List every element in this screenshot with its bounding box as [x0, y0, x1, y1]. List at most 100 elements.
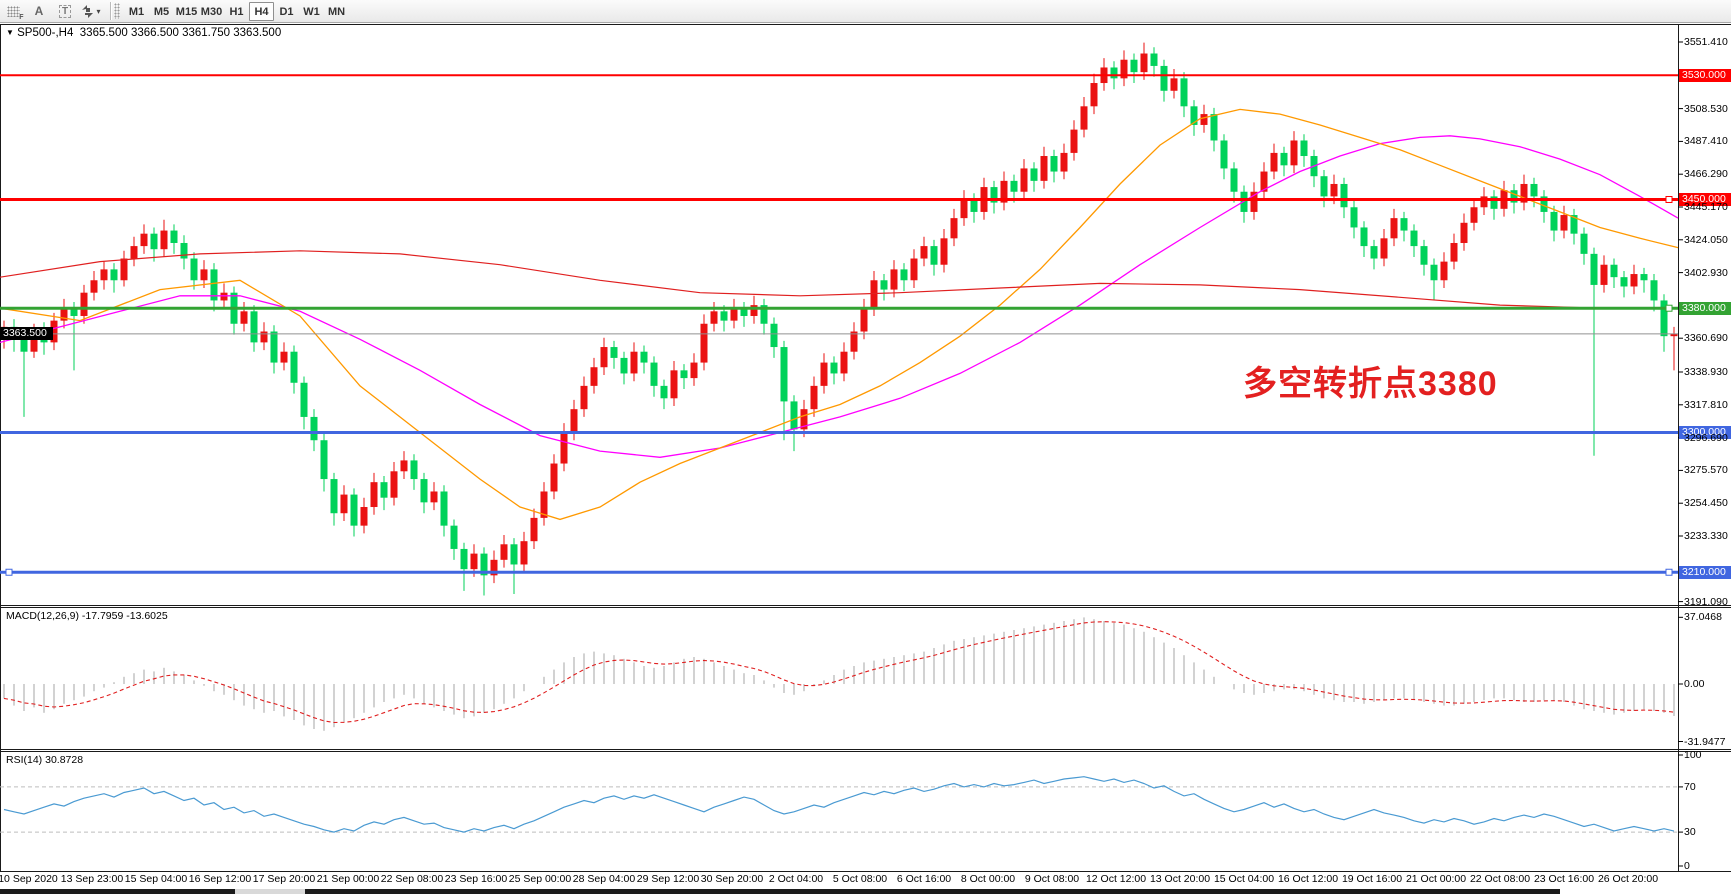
macd-axis-label: 0.00 — [1684, 678, 1705, 690]
candle-body — [170, 230, 178, 243]
candle-body — [430, 491, 438, 503]
indicator-grid-glyph: F — [6, 5, 24, 21]
date-axis-label: 10 Sep 2020 — [0, 873, 58, 885]
candle-body — [1580, 233, 1588, 254]
candle-body — [920, 246, 928, 259]
candle-body — [1660, 300, 1668, 337]
candle-body — [1270, 152, 1278, 172]
candle-body — [350, 494, 358, 526]
timeframe-button-mn[interactable]: MN — [327, 5, 346, 18]
date-axis-label: 16 Sep 12:00 — [188, 873, 252, 885]
candle-body — [960, 199, 968, 219]
date-axis-label: 19 Oct 16:00 — [1341, 873, 1403, 885]
timeframe-button-m1[interactable]: M1 — [128, 5, 145, 18]
text-label-icon[interactable]: A — [26, 1, 52, 21]
candle-body — [240, 311, 248, 324]
price-tick-label: 3551.410 — [1684, 36, 1728, 48]
candle-body — [890, 269, 898, 290]
candle-body — [1610, 264, 1618, 278]
timeframe-button-m5[interactable]: M5 — [153, 5, 170, 18]
hline-handle[interactable] — [1665, 195, 1673, 203]
hline-handle[interactable] — [1665, 304, 1673, 312]
candle-body — [1630, 274, 1638, 287]
candle-body — [1540, 196, 1548, 212]
timeframe-button-h1[interactable]: H1 — [229, 5, 244, 18]
indicator-grid-icon[interactable]: F — [0, 1, 26, 21]
candle-body — [1280, 152, 1288, 166]
date-axis-label: 13 Oct 20:00 — [1149, 873, 1211, 885]
candle-body — [60, 308, 68, 321]
candle-body — [590, 367, 598, 386]
toolbar-grip[interactable] — [114, 3, 120, 19]
candle-body — [1090, 83, 1098, 107]
candle-body — [20, 339, 28, 352]
candle-body — [990, 187, 998, 203]
price-tick-label: 3275.570 — [1684, 464, 1728, 477]
date-axis-label: 16 Oct 12:00 — [1277, 873, 1339, 885]
scrollbar-gap[interactable] — [235, 889, 305, 894]
candle-body — [640, 351, 648, 363]
timeframe-button-m30[interactable]: M30 — [200, 5, 223, 18]
candle-body — [650, 362, 658, 386]
candle-body — [190, 258, 198, 281]
candle-body — [610, 347, 618, 358]
candle-body — [740, 308, 748, 316]
candle-body — [480, 553, 488, 576]
price-tick-label: 3296.690 — [1684, 431, 1728, 444]
candle-body — [660, 385, 668, 399]
timeframe-button-w1[interactable]: W1 — [303, 5, 320, 18]
date-axis-label: 21 Oct 00:00 — [1405, 873, 1467, 885]
candle-body — [570, 409, 578, 433]
chart-annotation-text: 多空转折点3380 — [1243, 365, 1498, 403]
candle-body — [600, 347, 608, 368]
candle-body — [400, 460, 408, 472]
candle-body — [220, 292, 228, 301]
candle-body — [1040, 156, 1048, 181]
candle-body — [250, 311, 258, 343]
candle-body — [820, 362, 828, 386]
candle-body — [1330, 183, 1338, 197]
candle-body — [930, 246, 938, 265]
candle-body — [1360, 227, 1368, 247]
date-axis-label: 23 Oct 16:00 — [1533, 873, 1595, 885]
candle-body — [1030, 168, 1038, 181]
candle-body — [110, 269, 118, 281]
timeframe-button-d1[interactable]: D1 — [279, 5, 294, 18]
toolbar-separator — [110, 2, 111, 20]
candle-body — [550, 463, 558, 492]
candle-body — [1480, 196, 1488, 208]
text-tool-icon[interactable]: T — [52, 1, 78, 21]
scrollbar-segment[interactable] — [305, 889, 1560, 894]
candle-body — [370, 482, 378, 508]
cursor-mode-icon[interactable]: ▾ — [78, 1, 104, 21]
candle-body — [760, 305, 768, 324]
candle-body — [620, 357, 628, 374]
candle-body — [1430, 264, 1438, 281]
candle-body — [540, 491, 548, 518]
candle-body — [1600, 264, 1608, 285]
price-tick-label: 3424.050 — [1684, 233, 1728, 246]
hline-handle[interactable] — [5, 568, 13, 576]
candle-body — [1340, 183, 1348, 208]
timeframe-button-h4[interactable]: H4 — [249, 1, 274, 21]
candle-body — [270, 331, 278, 363]
candle-body — [1320, 176, 1328, 197]
price-tick-label: 3191.090 — [1684, 595, 1728, 608]
candle-body — [1250, 191, 1258, 212]
current-price-badge: 3363.500 — [0, 327, 53, 341]
chart-canvas[interactable] — [0, 23, 1731, 895]
symbol-collapse-icon[interactable]: ▼ — [6, 28, 14, 37]
date-axis-label: 22 Oct 08:00 — [1469, 873, 1531, 885]
candle-body — [90, 280, 98, 293]
candle-body — [200, 269, 208, 281]
scrollbar-segment[interactable] — [0, 889, 235, 894]
candle-body — [1420, 246, 1428, 265]
chart-area[interactable]: ▼ SP500-,H4 3365.500 3366.500 3361.750 3… — [0, 23, 1731, 895]
date-axis-label: 30 Sep 20:00 — [700, 873, 764, 885]
candle-body — [280, 351, 288, 363]
h-scrollbar[interactable] — [0, 889, 1731, 895]
candle-body — [850, 331, 858, 352]
hline-handle[interactable] — [1665, 568, 1673, 576]
candle-body — [140, 233, 148, 247]
timeframe-button-m15[interactable]: M15 — [175, 5, 198, 18]
